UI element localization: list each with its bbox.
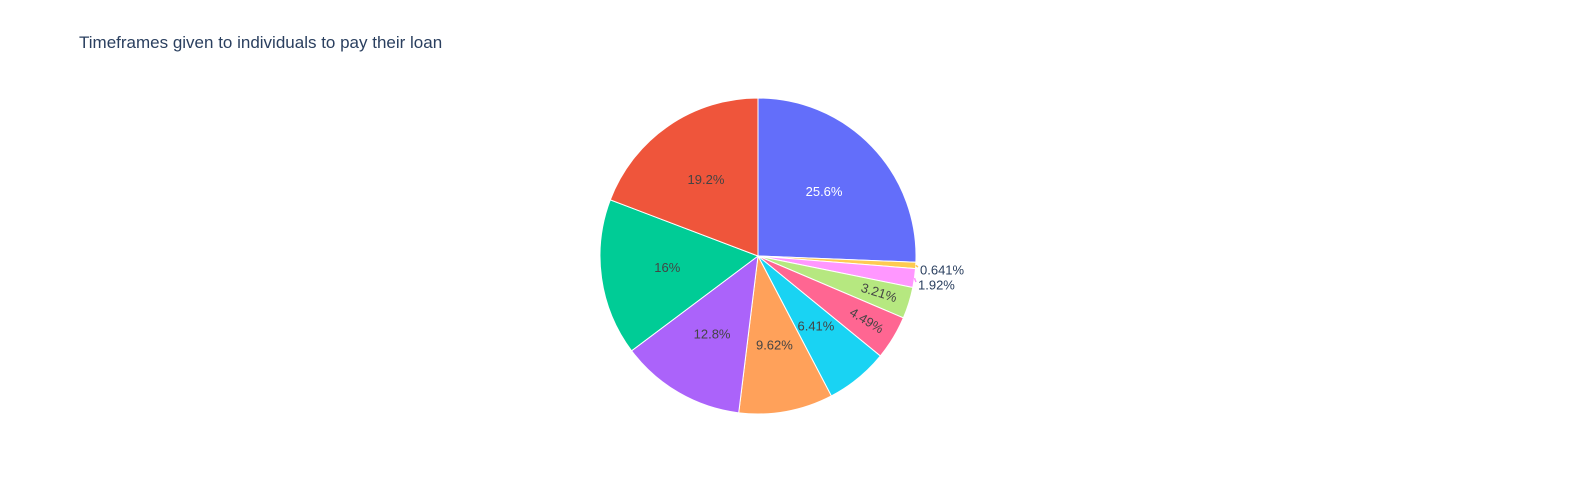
label-leader-line: [915, 264, 919, 268]
label-leader-line: [913, 277, 917, 283]
slice-percent-label: 6.41%: [797, 318, 834, 333]
chart-title: Timeframes given to individuals to pay t…: [79, 33, 443, 52]
pie-slice[interactable]: [630, 254, 759, 414]
pie-slice[interactable]: [757, 97, 917, 263]
slice-percent-label: 25.6%: [806, 184, 843, 199]
slice-percent-label: 16%: [654, 260, 680, 275]
slice-percent-label: 1.92%: [918, 277, 955, 292]
slice-percent-label: 9.62%: [756, 338, 793, 353]
slice-percent-label: 12.8%: [694, 327, 731, 342]
pie-slice[interactable]: [609, 97, 759, 257]
pie-slice[interactable]: [738, 254, 833, 415]
slice-percent-label: 19.2%: [688, 172, 725, 187]
pie-slice[interactable]: [599, 199, 760, 352]
slice-percent-label: 0.641%: [920, 262, 965, 277]
